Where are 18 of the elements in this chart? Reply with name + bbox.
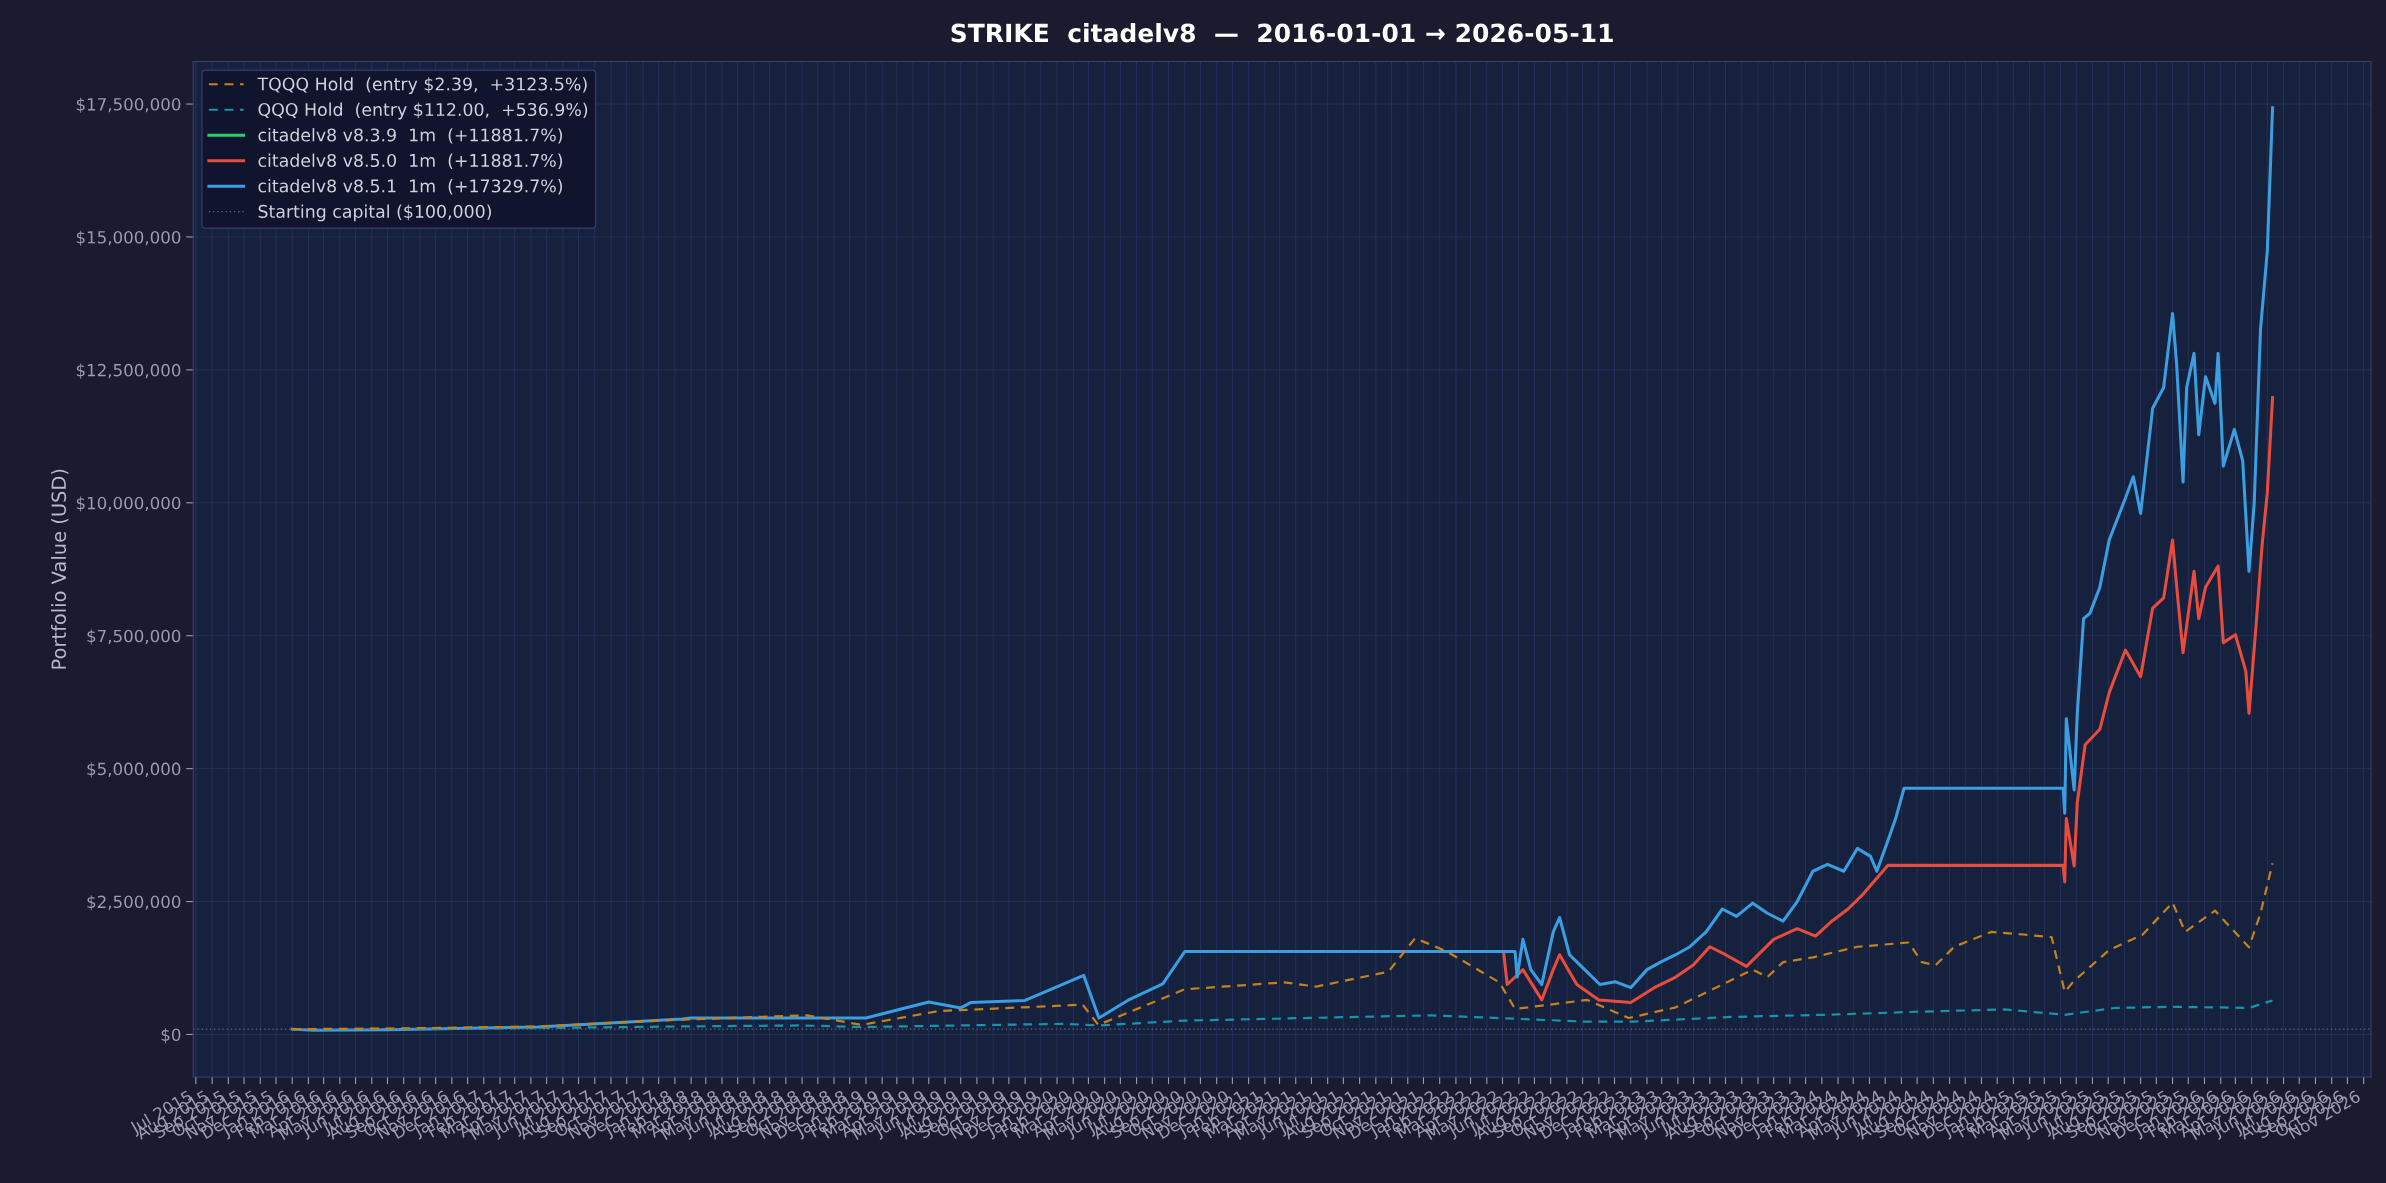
legend-label: citadelv8 v8.5.0 1m (+11881.7%) <box>258 153 563 170</box>
legend-label: citadelv8 v8.3.9 1m (+11881.7%) <box>258 128 563 144</box>
legend-label: citadelv8 v8.5.1 1m (+17329.7%) <box>258 179 563 195</box>
y-tick-label: $2,500,000 <box>87 895 181 911</box>
line-series <box>1502 396 2275 1005</box>
line-series <box>291 862 2274 1031</box>
legend-label: TQQQ Hold (entry $2.39, +3123.5%) <box>257 77 587 94</box>
y-tick-label: $10,000,000 <box>76 496 181 512</box>
y-tick-label: $15,000,000 <box>76 230 181 246</box>
chart-title: STRIKE citadelv8 — 2016-01-01 → 2026-05-11 <box>951 23 1613 43</box>
y-tick-label: $0 <box>161 1028 181 1044</box>
y-tick-label: $12,500,000 <box>76 363 181 379</box>
y-tick-label: $5,000,000 <box>87 762 181 778</box>
y-tick-label: $17,500,000 <box>76 97 181 113</box>
y-tick-label: $7,500,000 <box>87 629 181 645</box>
legend-label: QQQ Hold (entry $112.00, +536.9%) <box>258 102 588 120</box>
y-axis-title: Portfolio Value (USD) <box>51 469 69 669</box>
legend-label: Starting capital ($100,000) <box>258 204 491 222</box>
